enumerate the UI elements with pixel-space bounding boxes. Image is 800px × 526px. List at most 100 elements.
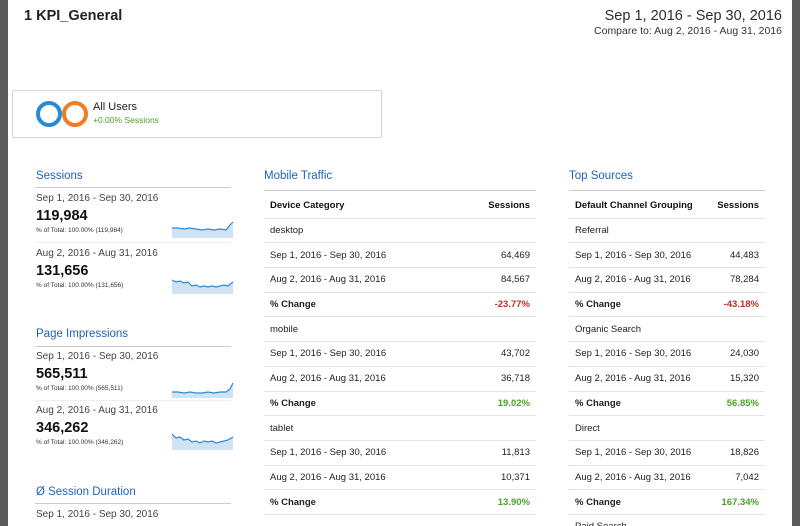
sessions-current-value: 119,984 [36,208,88,224]
table-row: % Change -23.77% [264,292,536,318]
change-value: 167.34% [707,489,765,515]
row-label: Aug 2, 2016 - Aug 31, 2016 [569,267,708,293]
change-label: % Change [264,489,456,515]
mobile-traffic-table: Device Category Sessions desktop Sep 1, … [264,194,536,515]
compare-range: Compare to: Aug 2, 2016 - Aug 31, 2016 [594,25,782,37]
table-row: Sep 1, 2016 - Sep 30, 2016 43,702 [264,341,536,367]
sessions-previous-total: % of Total: 100.00% (131,656) [36,282,124,289]
page-impressions-title: Page Impressions [36,328,129,340]
mobile-traffic-col-device[interactable]: Device Category [264,194,456,219]
change-label: % Change [569,489,708,515]
segment-card[interactable]: All Users +0.00% Sessions [12,90,382,138]
row-label: Aug 2, 2016 - Aug 31, 2016 [264,465,456,491]
row-label: Sep 1, 2016 - Sep 30, 2016 [264,242,456,269]
table-row: Aug 2, 2016 - Aug 31, 2016 15,320 [569,366,765,392]
change-label: % Change [264,292,456,318]
table-row: Sep 1, 2016 - Sep 30, 2016 18,826 [569,440,765,466]
sessions-title: Sessions [36,170,83,182]
table-row: % Change 13.90% [264,489,536,515]
segment-blue-circle-icon [36,101,62,127]
group-label-referral: Referral [569,218,765,244]
group-label-organic-search: Organic Search [569,316,765,343]
table-row: Aug 2, 2016 - Aug 31, 2016 10,371 [264,465,536,491]
sessions-previous-date: Aug 2, 2016 - Aug 31, 2016 [36,248,158,259]
row-value: 84,567 [455,267,536,293]
table-row: desktop [264,218,536,244]
row-label: Sep 1, 2016 - Sep 30, 2016 [569,440,708,466]
page-impressions-previous-sparkline [172,433,234,450]
table-row: Referral [569,218,765,244]
row-value: 11,813 [455,440,536,466]
table-row: Sep 1, 2016 - Sep 30, 2016 44,483 [569,242,765,269]
sessions-current-date: Sep 1, 2016 - Sep 30, 2016 [36,193,159,204]
table-header-row: Default Channel Grouping Sessions [569,194,765,219]
row-value: 7,042 [707,465,765,491]
table-row: % Change 167.34% [569,489,765,515]
row-value: 43,702 [455,341,536,367]
table-row: Sep 1, 2016 - Sep 30, 2016 64,469 [264,242,536,269]
sessions-current-total: % of Total: 100.00% (119,984) [36,227,123,234]
row-value: 15,320 [707,366,765,392]
table-row: Sep 1, 2016 - Sep 30, 2016 24,030 [569,341,765,367]
row-value: 64,469 [455,242,536,269]
top-sources-col-sessions[interactable]: Sessions [707,194,765,219]
group-label-direct: Direct [569,415,765,441]
row-value: 10,371 [455,465,536,491]
top-sources-title: Top Sources [569,170,633,182]
change-label: % Change [569,292,708,318]
table-row: Direct [569,415,765,441]
row-label: Sep 1, 2016 - Sep 30, 2016 [569,242,708,269]
row-label: Aug 2, 2016 - Aug 31, 2016 [569,465,708,491]
page-impressions-divider [35,346,231,347]
row-label: Aug 2, 2016 - Aug 31, 2016 [569,366,708,392]
page-impressions-previous-total: % of Total: 100.00% (346,262) [36,439,124,446]
top-sources-col-channel[interactable]: Default Channel Grouping [569,194,708,219]
table-row: mobile [264,316,536,343]
mobile-traffic-title: Mobile Traffic [264,170,333,182]
top-sources-divider [569,190,765,191]
page-impressions-current-sparkline [172,382,234,398]
table-row: % Change 19.02% [264,391,536,417]
page-impressions-current-date: Sep 1, 2016 - Sep 30, 2016 [36,351,159,362]
sessions-current-sparkline [172,221,234,238]
table-row: % Change -43.18% [569,292,765,318]
page-impressions-previous-date: Aug 2, 2016 - Aug 31, 2016 [36,405,158,416]
table-row: tablet [264,415,536,441]
page-impressions-current-value: 565,511 [36,366,88,382]
table-row: Aug 2, 2016 - Aug 31, 2016 78,284 [569,267,765,293]
date-range-selector[interactable]: Sep 1, 2016 - Sep 30, 2016 [604,8,782,24]
group-label-mobile: mobile [264,316,536,343]
change-value: 19.02% [455,391,536,417]
page-impressions-previous-value: 346,262 [36,420,89,436]
row-value: 44,483 [707,242,765,269]
mobile-traffic-col-sessions[interactable]: Sessions [455,194,536,219]
table-header-row: Device Category Sessions [264,194,536,219]
mobile-traffic-divider [264,190,536,191]
report-title: 1 KPI_General [24,8,123,24]
report-page: 1 KPI_General Sep 1, 2016 - Sep 30, 2016… [8,0,792,526]
session-duration-divider [35,503,231,504]
row-label: Sep 1, 2016 - Sep 30, 2016 [264,440,456,466]
page-impressions-separator [35,400,231,401]
table-row: Paid Search [569,514,765,526]
change-value: -43.18% [707,292,765,318]
change-value: -23.77% [455,292,536,318]
change-value: 13.90% [455,489,536,515]
sessions-previous-sparkline [172,279,234,294]
sessions-divider [35,187,231,188]
row-value: 36,718 [455,366,536,392]
row-value: 78,284 [707,267,765,293]
segment-orange-circle-icon [62,101,88,127]
group-label-tablet: tablet [264,415,536,441]
session-duration-current-date: Sep 1, 2016 - Sep 30, 2016 [36,509,159,520]
table-row: Aug 2, 2016 - Aug 31, 2016 84,567 [264,267,536,293]
row-value: 18,826 [707,440,765,466]
segment-name: All Users [93,101,138,113]
row-label: Aug 2, 2016 - Aug 31, 2016 [264,366,456,392]
table-row: Aug 2, 2016 - Aug 31, 2016 7,042 [569,465,765,491]
row-value: 24,030 [707,341,765,367]
sessions-separator [35,242,231,243]
table-row: Organic Search [569,316,765,343]
row-label: Sep 1, 2016 - Sep 30, 2016 [569,341,708,367]
row-label: Sep 1, 2016 - Sep 30, 2016 [264,341,456,367]
